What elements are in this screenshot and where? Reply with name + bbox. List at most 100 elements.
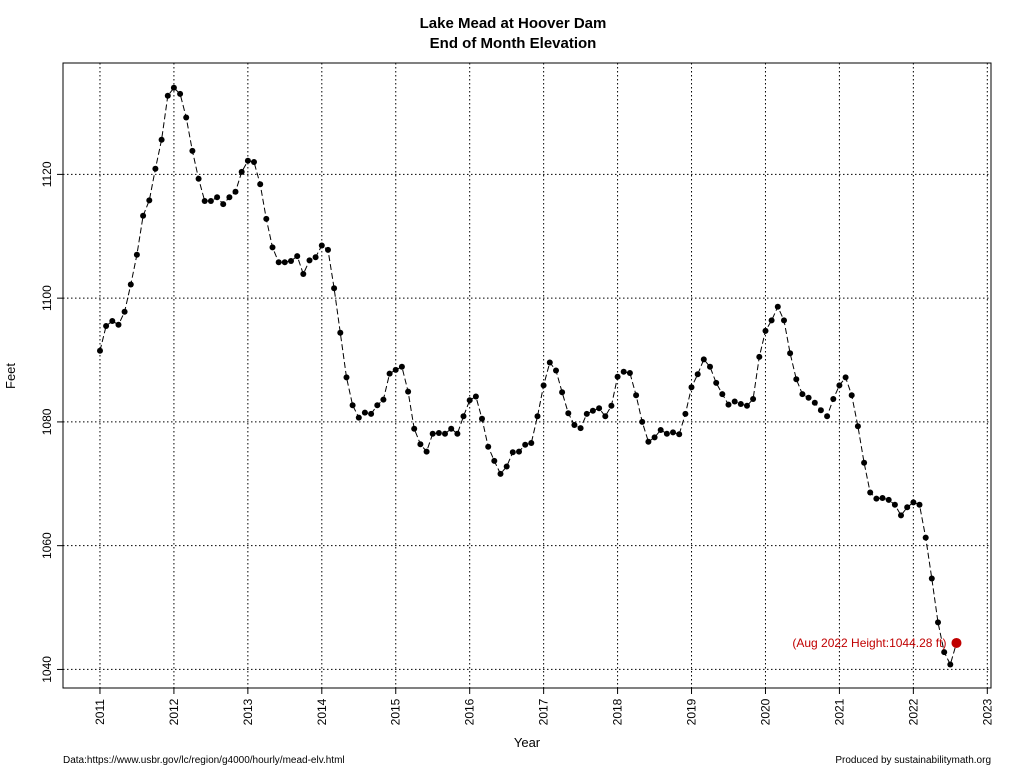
data-point [405, 388, 412, 395]
data-point [325, 246, 331, 253]
data-point [109, 318, 116, 324]
x-tick-label: 2015 [389, 698, 403, 725]
data-point [251, 159, 257, 165]
y-tick-label: 1120 [40, 161, 54, 187]
data-point [898, 512, 904, 519]
axes: 2011 2012 2013 2014 2015 2016 2017 2018 2019 2020… [40, 161, 994, 725]
data-point [793, 376, 800, 383]
data-point [744, 402, 750, 409]
x-tick-label: 2014 [315, 698, 329, 725]
data-point [201, 198, 208, 204]
data-point [719, 391, 726, 398]
data-point [374, 402, 381, 409]
data-point [589, 407, 596, 414]
data-point [657, 427, 664, 433]
data-point [522, 441, 529, 448]
data-point [288, 258, 294, 264]
data-point [269, 244, 276, 251]
data-point [257, 181, 264, 188]
data-point [516, 448, 522, 455]
data-point [528, 440, 535, 446]
data-point [768, 317, 775, 324]
x-tick-label: 2022 [906, 698, 920, 725]
data-point [928, 575, 935, 582]
x-tick-label: 2020 [758, 698, 772, 725]
data-point [848, 392, 855, 399]
data-point [497, 470, 504, 477]
data-point [540, 382, 547, 389]
data-point [867, 489, 874, 496]
data-point [861, 459, 868, 466]
data-point [854, 423, 861, 430]
data-point [127, 281, 134, 288]
data-point [183, 114, 190, 121]
data-point [294, 253, 301, 260]
data-source: Data:https://www.usbr.gov/lc/region/g400… [63, 755, 345, 766]
data-point [454, 430, 461, 437]
data-point [97, 347, 103, 354]
x-axis-label: Year [514, 735, 541, 750]
data-point [392, 366, 399, 373]
data-point [534, 413, 541, 420]
data-point [214, 194, 221, 201]
x-tick-label: 2021 [832, 698, 846, 725]
data-point [140, 212, 147, 219]
data-point [343, 374, 350, 381]
data-point [133, 251, 140, 258]
data-point [448, 425, 455, 432]
data-point [805, 394, 812, 401]
x-tick-label: 2019 [685, 698, 699, 725]
data-point [787, 350, 794, 357]
data-point [935, 619, 941, 626]
data-point [836, 382, 843, 389]
x-tick-label: 2011 [93, 699, 107, 725]
data-point [707, 363, 713, 370]
x-tick-label: 2016 [463, 698, 477, 725]
data-point [349, 402, 356, 409]
data-point [423, 448, 430, 455]
data-point [596, 405, 603, 412]
data-point [842, 374, 849, 381]
data-point [571, 422, 578, 428]
data-point [170, 84, 177, 91]
y-tick-label: 1080 [40, 408, 54, 435]
data-point [885, 496, 892, 503]
y-tick-label: 1040 [40, 656, 54, 683]
data-point [158, 136, 165, 143]
data-point [361, 409, 368, 416]
data-point [546, 359, 553, 366]
y-tick-label: 1100 [40, 285, 54, 311]
data-point [824, 413, 831, 420]
data-point [731, 398, 738, 405]
data-point [485, 443, 492, 450]
chart-subtitle: End of Month Elevation [430, 35, 597, 52]
data-point [368, 410, 375, 417]
x-tick-label: 2013 [241, 698, 255, 725]
data-point [398, 363, 405, 370]
data-point [164, 92, 171, 99]
data-point [244, 157, 251, 164]
data-point [115, 321, 122, 328]
data-point [676, 431, 683, 438]
data-point [602, 413, 609, 420]
data-point [146, 197, 153, 204]
data-point [509, 449, 516, 456]
data-point [355, 414, 362, 421]
data-point [386, 370, 393, 377]
data-point [103, 323, 110, 329]
data-point [380, 396, 387, 403]
data-point [577, 425, 584, 432]
plot-frame [62, 62, 992, 689]
data-point [195, 175, 202, 182]
data-point [891, 501, 898, 508]
data-point [306, 257, 313, 264]
data-point [781, 317, 787, 324]
data-point [281, 259, 288, 266]
data-point [583, 410, 590, 417]
data-point [737, 401, 744, 407]
data-point [873, 495, 880, 502]
data-point [651, 434, 658, 441]
data-point [910, 499, 917, 506]
data-point [565, 410, 572, 417]
